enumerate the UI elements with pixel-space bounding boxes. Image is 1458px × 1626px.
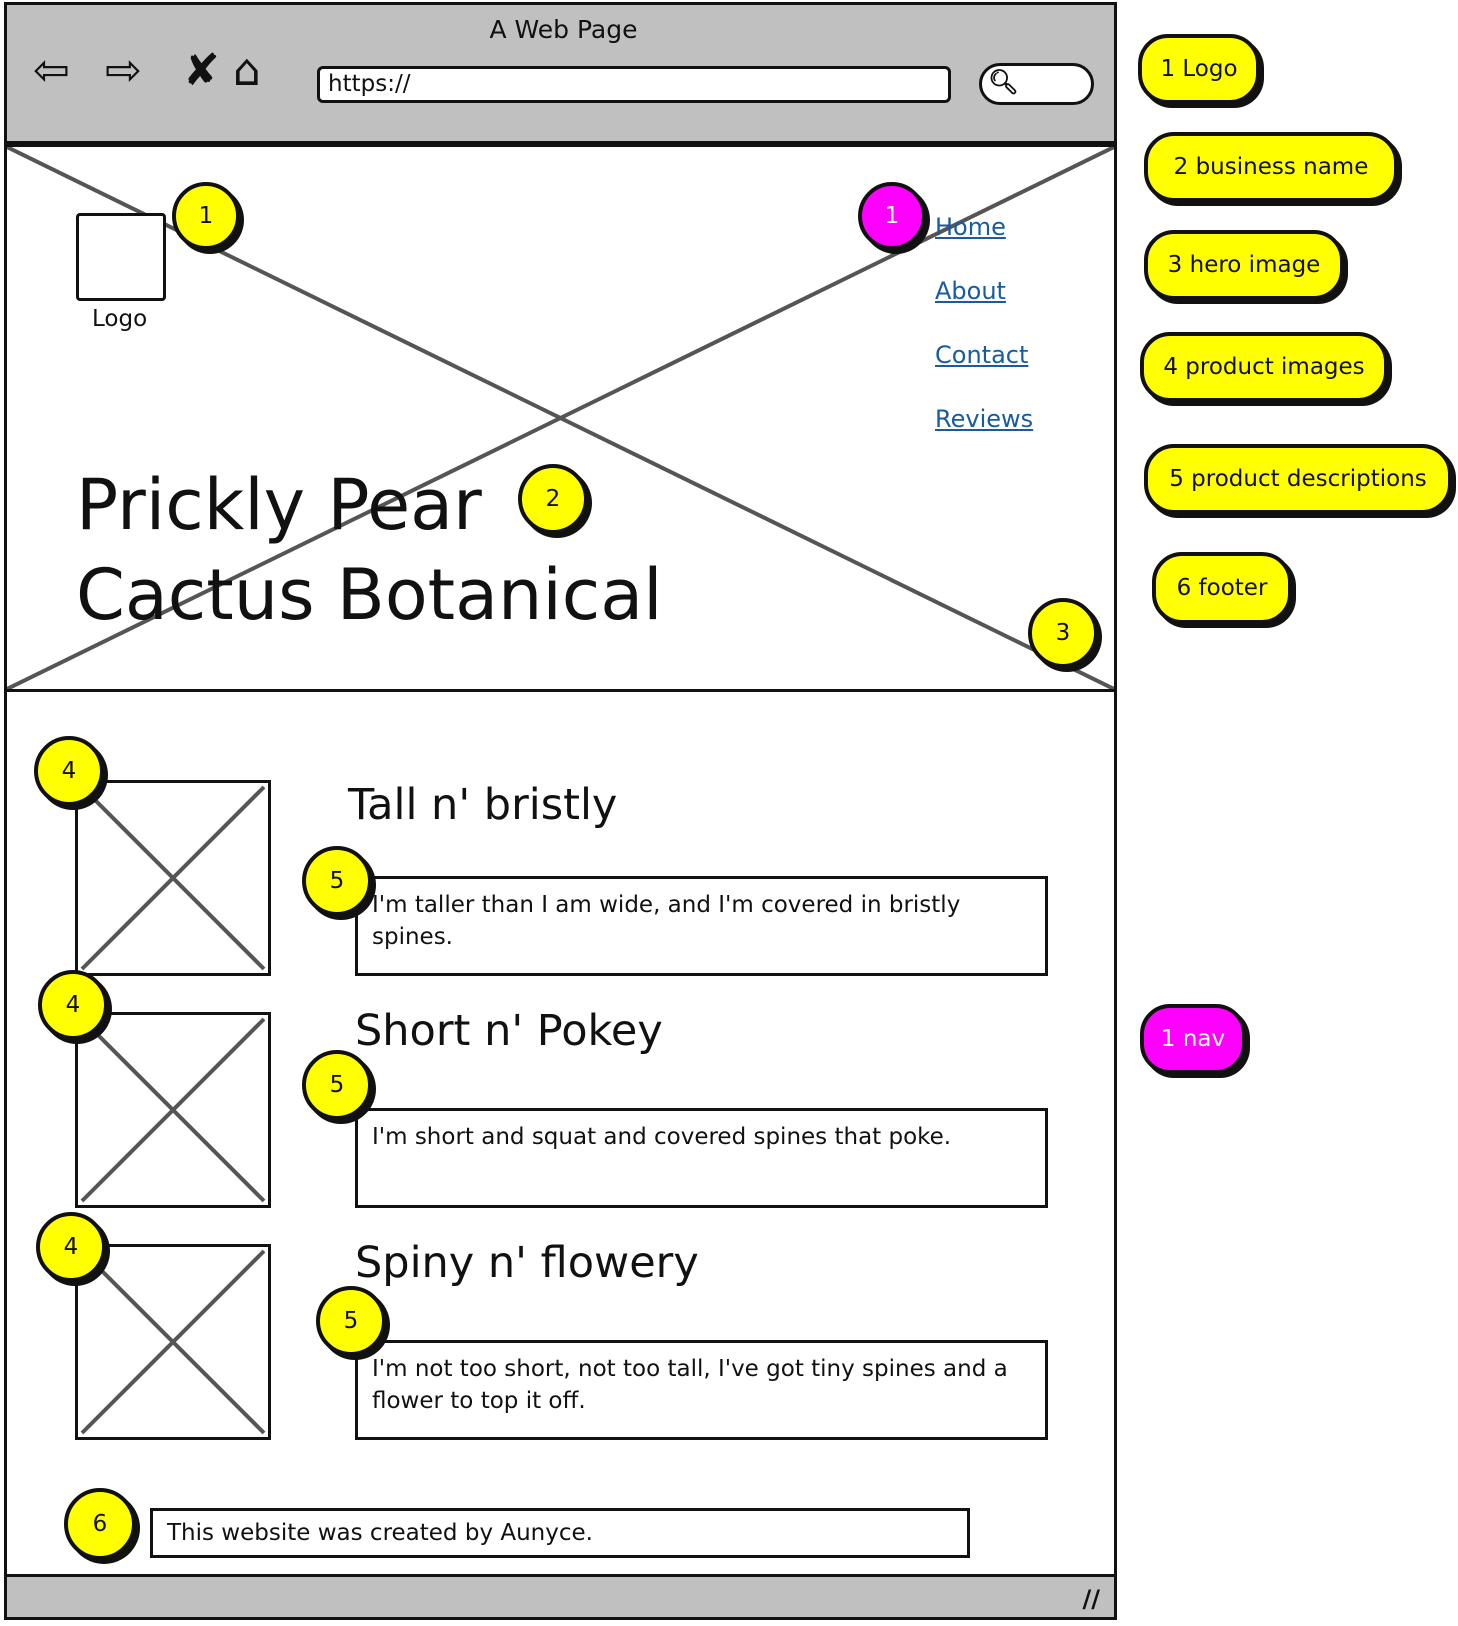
product-title: Short n' Pokey (355, 1006, 663, 1056)
logo-placeholder[interactable] (76, 213, 166, 301)
marker-footer: 6 (64, 1488, 136, 1560)
browser-statusbar: // (4, 1574, 1117, 1620)
home-icon[interactable]: ⌂ (233, 45, 261, 96)
marker-hero-image: 3 (1028, 598, 1098, 668)
legend-item: 4 product images (1140, 332, 1388, 402)
search-icon: 🔍︎ (988, 68, 1019, 96)
product-description: I'm not too short, not too tall, I've go… (355, 1340, 1048, 1440)
legend-item: 2 business name (1144, 132, 1398, 202)
browser-titlebar: A Web Page ⇦ ⇨ ✘ ⌂ https:// 🔍︎ (4, 2, 1117, 144)
product-description: I'm taller than I am wide, and I'm cover… (355, 876, 1048, 976)
url-input[interactable]: https:// (317, 66, 951, 103)
nav-link-about[interactable]: About (935, 277, 1006, 305)
nav-link-home[interactable]: Home (935, 213, 1006, 241)
image-placeholder-icon (80, 1017, 266, 1203)
product-title: Tall n' bristly (348, 780, 618, 830)
marker-product-image: 4 (38, 970, 108, 1040)
product-image (75, 1244, 271, 1440)
marker-logo: 1 (172, 182, 240, 250)
marker-product-image: 4 (34, 736, 104, 806)
marker-product-description: 5 (316, 1286, 386, 1356)
business-name-line1: Prickly Pear (76, 464, 482, 546)
image-placeholder-icon (80, 1249, 266, 1435)
nav-link-contact[interactable]: Contact (935, 341, 1029, 369)
marker-product-description: 5 (302, 1050, 372, 1120)
marker-product-description: 5 (302, 846, 372, 916)
business-name: Prickly Pear Cactus Botanical (76, 460, 663, 640)
window-title: A Web Page (489, 15, 638, 44)
image-placeholder-icon (80, 785, 266, 971)
legend-item: 1 Logo (1138, 34, 1260, 104)
stop-icon[interactable]: ✘ (183, 45, 220, 96)
back-arrow-icon[interactable]: ⇦ (33, 45, 70, 96)
product-image (75, 780, 271, 976)
marker-product-image: 4 (36, 1212, 106, 1282)
legend-item-nav: 1 nav (1140, 1004, 1246, 1074)
legend-item: 5 product descriptions (1144, 444, 1452, 514)
logo-label: Logo (92, 306, 148, 332)
nav-link-reviews[interactable]: Reviews (935, 405, 1034, 433)
product-description: I'm short and squat and covered spines t… (355, 1108, 1048, 1208)
product-title: Spiny n' flowery (355, 1238, 699, 1288)
forward-arrow-icon[interactable]: ⇨ (105, 45, 142, 96)
resize-grip-icon[interactable]: // (1082, 1585, 1100, 1613)
marker-nav: 1 (858, 182, 926, 250)
legend-item: 3 hero image (1144, 230, 1344, 300)
search-field[interactable]: 🔍︎ (979, 63, 1094, 105)
footer: This website was created by Aunyce. (150, 1508, 970, 1558)
product-image (75, 1012, 271, 1208)
legend-item: 6 footer (1152, 552, 1292, 624)
marker-business-name: 2 (518, 464, 588, 534)
business-name-line2: Cactus Botanical (76, 554, 663, 636)
